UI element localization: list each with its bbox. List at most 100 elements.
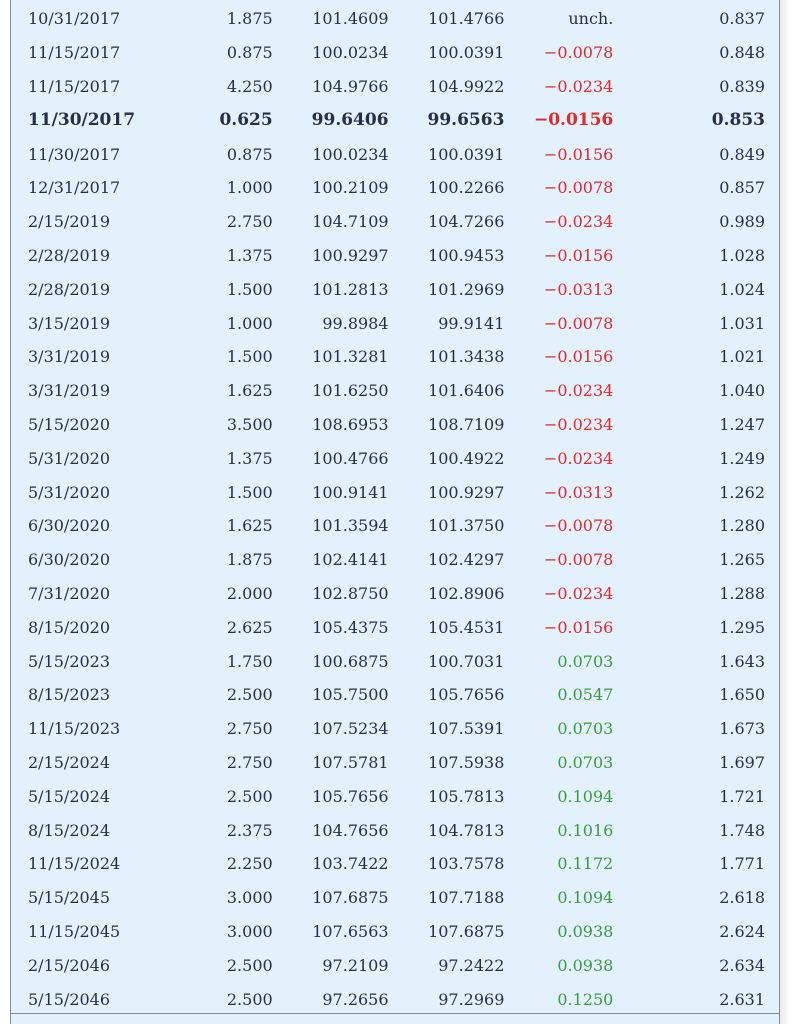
bid-cell: 105.7500 xyxy=(312,685,389,705)
change-cell: −0.0234 xyxy=(543,583,614,603)
maturity-cell: 5/15/2023 xyxy=(28,651,111,671)
asked-cell: 105.7656 xyxy=(428,685,505,705)
yield-cell: 1.247 xyxy=(719,414,765,434)
yield-cell: 1.031 xyxy=(719,313,765,333)
table-row: 2/28/2019 1.500 101.2813 101.2969 −0.0313 1.0… xyxy=(11,272,765,306)
table-row: 11/15/2017 0.875 100.0234 100.0391 −0.0078 0.… xyxy=(11,36,765,70)
bid-cell: 102.8750 xyxy=(312,583,389,603)
change-cell: −0.0234 xyxy=(543,76,614,96)
maturity-cell: 8/15/2024 xyxy=(28,820,111,840)
bid-cell: 107.5781 xyxy=(312,752,389,772)
asked-cell: 97.2422 xyxy=(438,955,505,975)
change-cell: −0.0234 xyxy=(543,414,614,434)
maturity-cell: 2/28/2019 xyxy=(28,279,111,299)
coupon-cell: 0.875 xyxy=(226,144,273,164)
asked-cell: 100.4922 xyxy=(428,448,505,468)
maturity-cell: 2/15/2024 xyxy=(28,752,111,772)
table-row: 5/15/2023 1.750 100.6875 100.7031 0.0703 1.64… xyxy=(11,644,765,678)
coupon-cell: 2.250 xyxy=(226,854,273,874)
maturity-cell: 11/15/2023 xyxy=(28,719,121,739)
change-cell: −0.0156 xyxy=(543,617,614,637)
table-row: 6/30/2020 1.625 101.3594 101.3750 −0.0078 1.2… xyxy=(11,509,765,543)
change-cell: 0.1250 xyxy=(557,989,614,1009)
maturity-cell: 5/31/2020 xyxy=(28,482,111,502)
asked-cell: 99.6563 xyxy=(427,110,505,131)
change-cell: 0.0547 xyxy=(557,685,614,705)
change-cell: 0.0703 xyxy=(557,752,614,772)
table-row: 3/15/2019 1.000 99.8984 99.9141 −0.0078 1.031 xyxy=(11,306,765,340)
asked-cell: 99.9141 xyxy=(438,313,505,333)
bid-cell: 102.4141 xyxy=(312,550,389,570)
coupon-cell: 2.750 xyxy=(226,752,273,772)
coupon-cell: 1.625 xyxy=(226,516,273,536)
yield-cell: 1.643 xyxy=(719,651,765,671)
bid-cell: 97.2109 xyxy=(322,955,389,975)
yield-cell: 0.989 xyxy=(719,212,765,232)
coupon-cell: 2.750 xyxy=(226,212,273,232)
yield-cell: 2.634 xyxy=(719,955,765,975)
yield-cell: 1.249 xyxy=(719,448,765,468)
asked-cell: 97.2969 xyxy=(438,989,505,1009)
asked-cell: 101.4766 xyxy=(428,9,505,29)
table-row: 5/15/2045 3.000 107.6875 107.7188 0.1094 2.61… xyxy=(11,881,765,915)
asked-cell: 101.3438 xyxy=(428,347,505,367)
yield-cell: 1.295 xyxy=(719,617,765,637)
asked-cell: 103.7578 xyxy=(428,854,505,874)
asked-cell: 100.0391 xyxy=(428,144,505,164)
change-cell: −0.0156 xyxy=(543,144,614,164)
maturity-cell: 3/31/2019 xyxy=(28,347,111,367)
coupon-cell: 2.500 xyxy=(226,786,273,806)
asked-cell: 101.2969 xyxy=(428,279,505,299)
yield-cell: 0.849 xyxy=(719,144,765,164)
yield-cell: 1.697 xyxy=(719,752,765,772)
maturity-cell: 5/15/2024 xyxy=(28,786,111,806)
change-cell: −0.0234 xyxy=(543,381,614,401)
maturity-cell: 2/28/2019 xyxy=(28,245,111,265)
change-cell: 0.0938 xyxy=(557,921,614,941)
asked-cell: 107.6875 xyxy=(428,921,505,941)
asked-cell: 100.0391 xyxy=(428,43,505,63)
change-cell: 0.1094 xyxy=(557,786,614,806)
yield-cell: 2.624 xyxy=(719,921,765,941)
maturity-cell: 8/15/2020 xyxy=(28,617,111,637)
change-cell: 0.1016 xyxy=(557,820,614,840)
coupon-cell: 1.500 xyxy=(226,482,273,502)
asked-cell: 107.5938 xyxy=(428,752,505,772)
bid-cell: 99.8984 xyxy=(322,313,389,333)
maturity-cell: 3/31/2019 xyxy=(28,381,111,401)
table-row: 3/31/2019 1.500 101.3281 101.3438 −0.0156 1.0… xyxy=(11,340,765,374)
maturity-cell: 6/30/2020 xyxy=(28,516,111,536)
coupon-cell: 1.750 xyxy=(226,651,273,671)
bid-cell: 100.0234 xyxy=(312,43,389,63)
yield-cell: 0.857 xyxy=(719,178,765,198)
coupon-cell: 2.750 xyxy=(226,719,273,739)
asked-cell: 102.4297 xyxy=(428,550,505,570)
coupon-cell: 2.500 xyxy=(226,989,273,1009)
yield-cell: 1.265 xyxy=(719,550,765,570)
coupon-cell: 1.625 xyxy=(226,381,273,401)
change-cell: −0.0234 xyxy=(543,448,614,468)
maturity-cell: 11/15/2045 xyxy=(28,921,121,941)
bid-cell: 105.4375 xyxy=(312,617,389,637)
bid-cell: 105.7656 xyxy=(312,786,389,806)
change-cell: −0.0078 xyxy=(543,550,614,570)
maturity-cell: 5/31/2020 xyxy=(28,448,111,468)
asked-cell: 107.7188 xyxy=(428,888,505,908)
yield-cell: 1.021 xyxy=(719,347,765,367)
bid-cell: 100.6875 xyxy=(312,651,389,671)
yield-cell: 0.853 xyxy=(711,110,765,131)
yield-cell: 1.288 xyxy=(719,583,765,603)
bid-cell: 97.2656 xyxy=(322,989,389,1009)
bid-cell: 104.7656 xyxy=(312,820,389,840)
asked-cell: 108.7109 xyxy=(428,414,505,434)
treasury-quotes-table: 10/31/2017 1.875 101.4609 101.4766 unch. 0.83… xyxy=(11,2,765,1016)
asked-cell: 100.7031 xyxy=(428,651,505,671)
coupon-cell: 1.875 xyxy=(226,550,273,570)
yield-cell: 0.839 xyxy=(719,76,765,96)
table-row: 8/15/2024 2.375 104.7656 104.7813 0.1016 1.74… xyxy=(11,813,765,847)
maturity-cell: 2/15/2046 xyxy=(28,955,111,975)
maturity-cell: 5/15/2046 xyxy=(28,989,111,1009)
table-row: 5/15/2020 3.500 108.6953 108.7109 −0.0234 1.2… xyxy=(11,408,765,442)
bid-cell: 100.4766 xyxy=(312,448,389,468)
table-row: 5/31/2020 1.375 100.4766 100.4922 −0.0234 1.2… xyxy=(11,441,765,475)
